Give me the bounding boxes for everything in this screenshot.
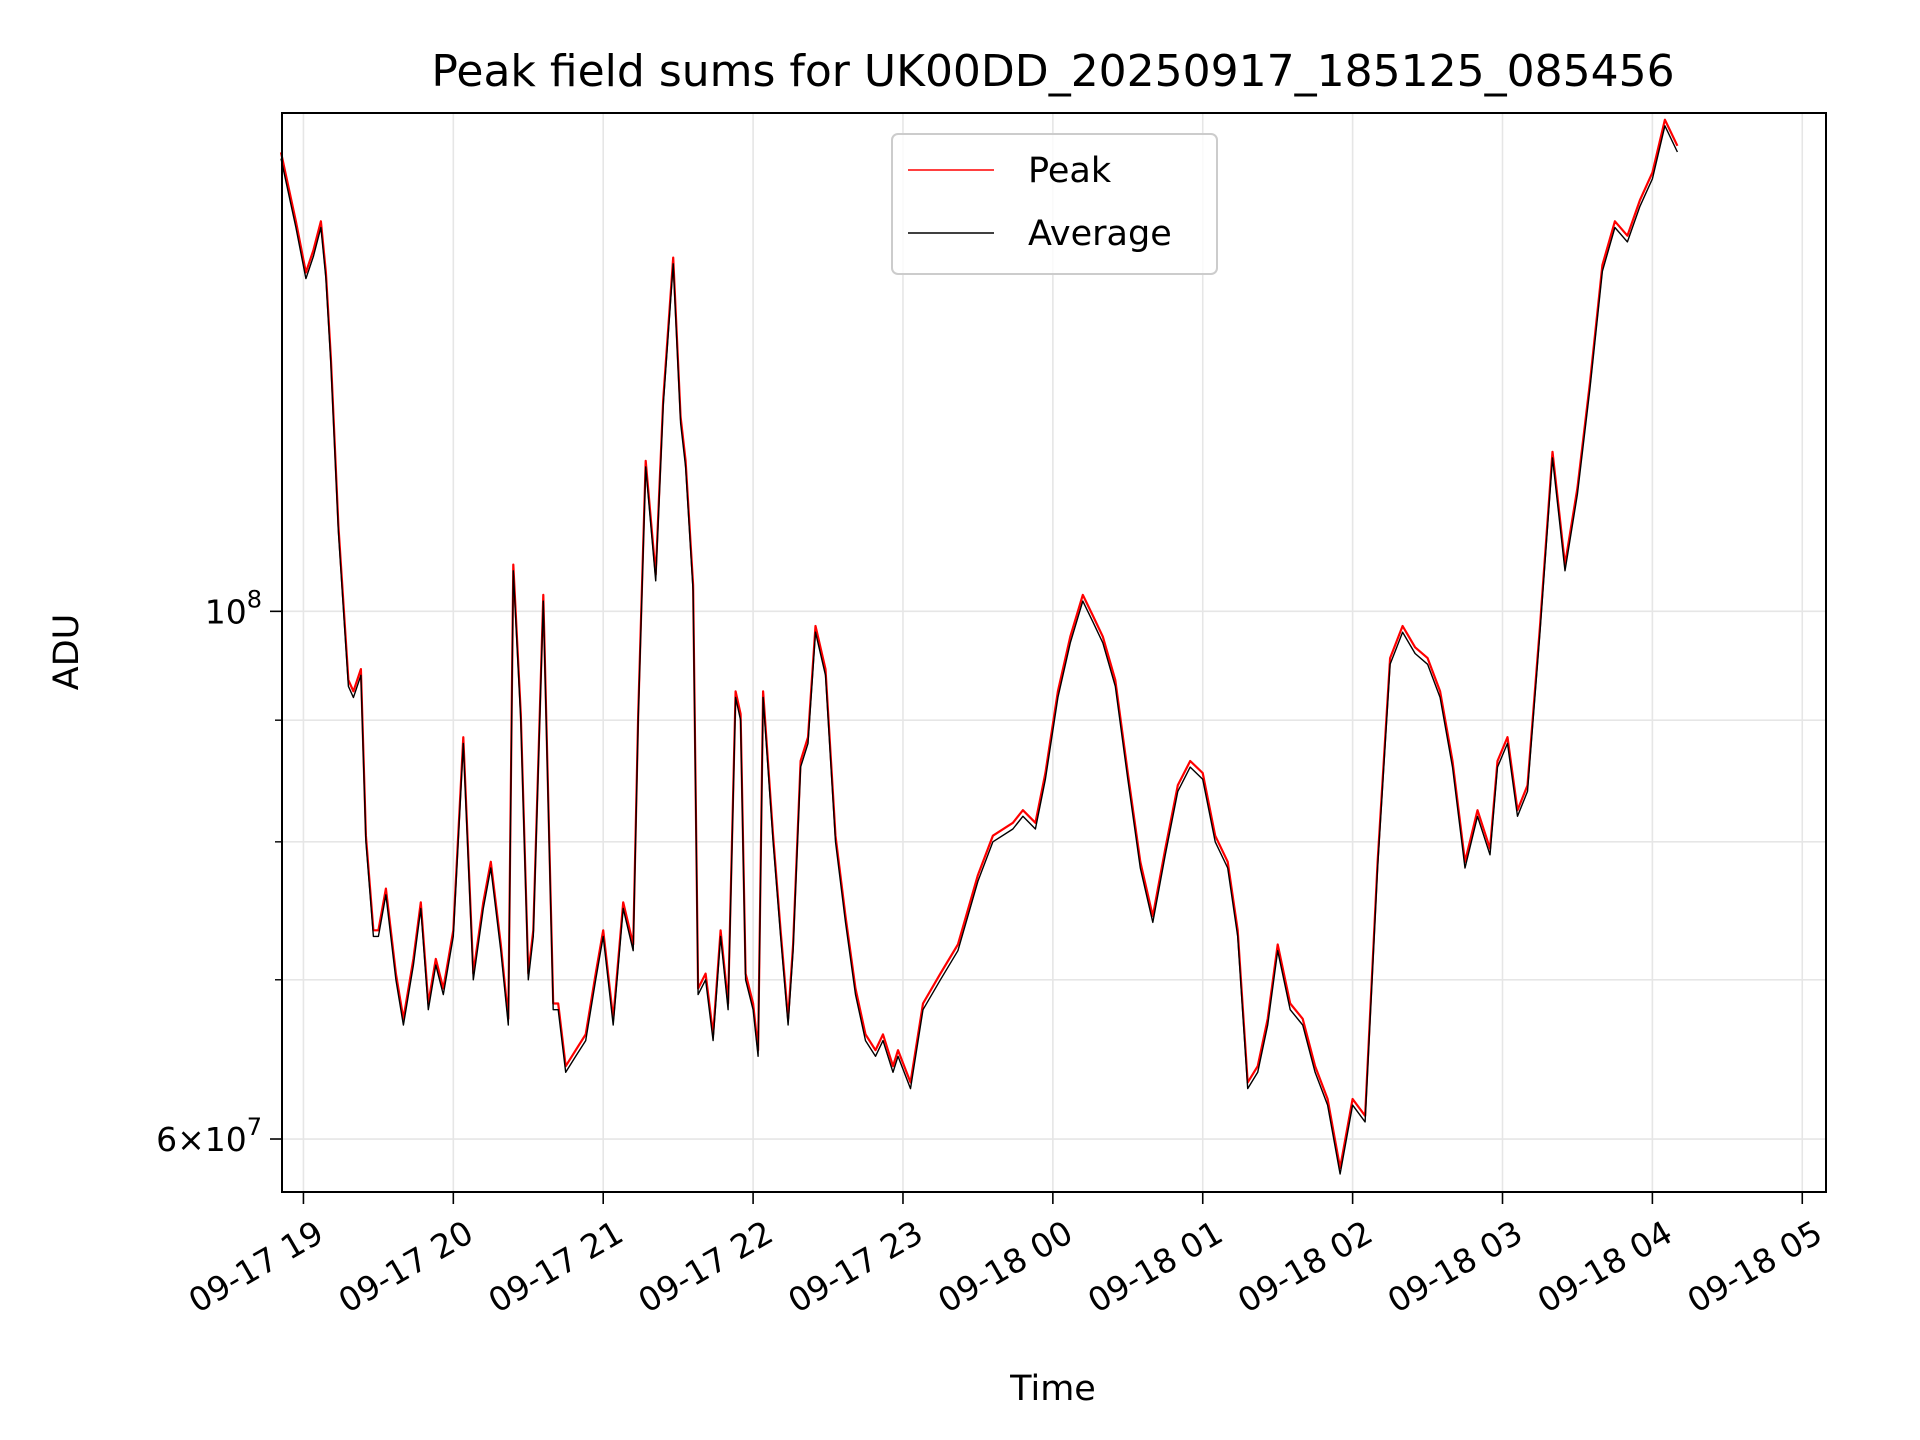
legend-box	[891, 133, 1218, 275]
x-axis-label: Time	[1009, 1369, 1096, 1409]
chart-title: Peak field sums for UK00DD_20250917_1851…	[431, 46, 1674, 97]
legend-label-average: Average	[1028, 214, 1172, 254]
legend-label-peak: Peak	[1028, 151, 1112, 191]
plot-frame	[281, 112, 1827, 1193]
y-axis-label: ADU	[47, 614, 87, 691]
plot-area	[279, 118, 1679, 1175]
y-axis: 6×107 108	[156, 585, 282, 1159]
legend: Peak Average	[891, 133, 1218, 275]
y-tick-label: 6×107	[156, 1113, 262, 1159]
y-tick-label: 108	[205, 585, 262, 631]
series-line-average	[280, 125, 1679, 1175]
